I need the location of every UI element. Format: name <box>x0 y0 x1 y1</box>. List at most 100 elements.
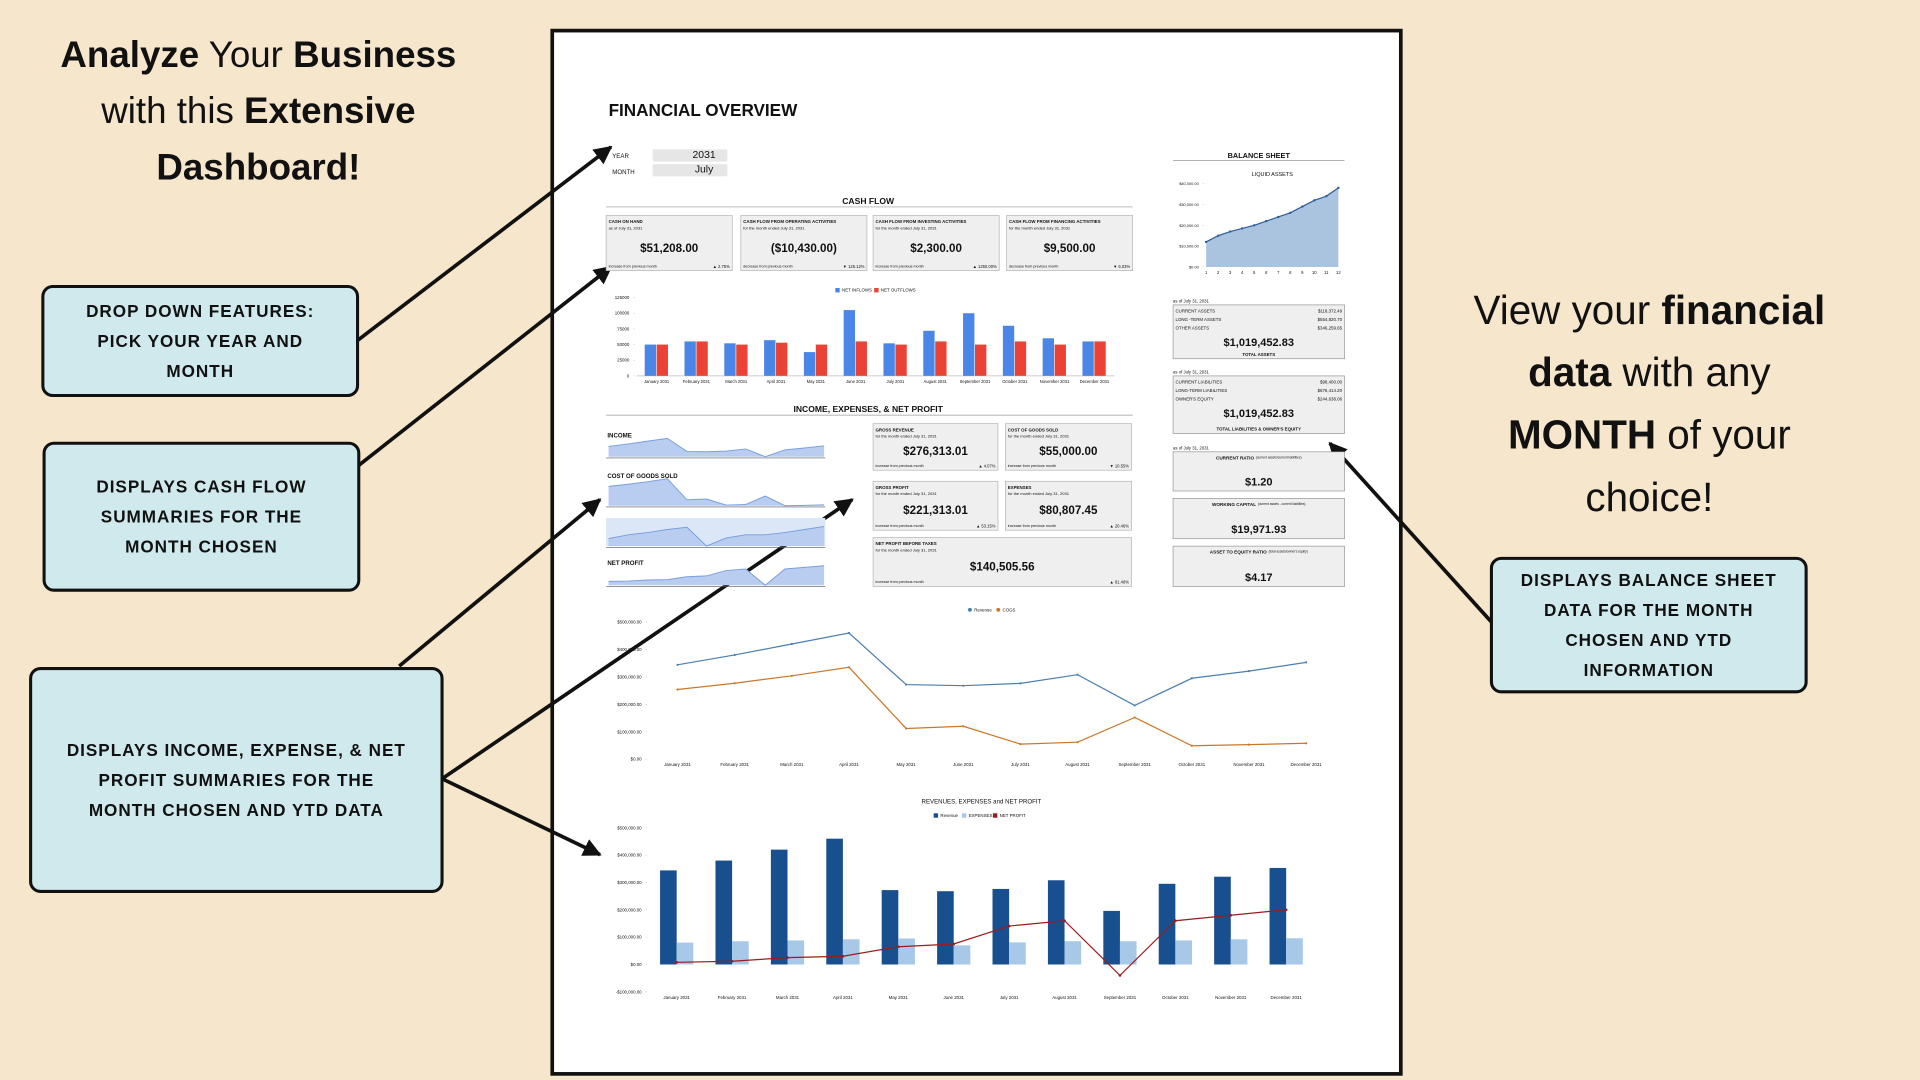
x-tick-label: 4 <box>1241 270 1244 275</box>
x-tick-label: March 2031 <box>780 762 804 767</box>
data-point <box>841 954 845 958</box>
balance-total: $1,019,452.83 <box>1224 337 1294 349</box>
bar <box>1119 941 1137 965</box>
y-tick-label: 0 <box>627 373 630 378</box>
headline-segment: View your <box>1474 287 1662 333</box>
x-tick-label: November 2031 <box>1040 379 1070 384</box>
y-tick-label: $200,000.00 <box>617 702 642 707</box>
arrow <box>398 498 602 668</box>
callout-text: DROP DOWN FEATURES: <box>86 301 314 321</box>
ratio-note: (current assets - current liabilities) <box>1258 502 1306 506</box>
section-heading: INCOME, EXPENSES, & NET PROFIT <box>793 404 943 414</box>
bar <box>696 341 708 376</box>
x-tick-label: July 2031 <box>1011 762 1030 767</box>
as-of-date: as of July 31, 2031 <box>1173 299 1209 304</box>
callout-text: MONTH <box>166 361 234 381</box>
data-point <box>847 631 851 635</box>
balance-label: LONG -TERM ASSETS <box>1176 317 1222 322</box>
data-point <box>675 960 679 964</box>
data-point <box>896 945 900 949</box>
bar <box>732 941 749 965</box>
x-tick-label: January 2031 <box>644 379 670 384</box>
x-tick-label: March 2031 <box>725 379 748 384</box>
filter-value[interactable]: 2031 <box>693 150 716 161</box>
x-tick-label: April 2031 <box>833 995 853 1000</box>
data-point <box>847 666 851 669</box>
x-tick-label: January 2031 <box>664 762 691 767</box>
x-tick-label: July 2031 <box>887 379 905 384</box>
legend-swatch <box>996 607 1001 612</box>
x-tick-label: 5 <box>1253 270 1256 275</box>
bar <box>1214 876 1231 965</box>
y-tick-label: $400,000.00 <box>617 647 642 652</box>
bar <box>923 330 935 376</box>
card-value: $140,505.56 <box>970 560 1035 573</box>
bar <box>1230 939 1248 965</box>
balance-label: CURRENT ASSETS <box>1176 309 1216 314</box>
data-point <box>1229 913 1233 917</box>
data-point <box>1301 205 1304 208</box>
data-point <box>1118 974 1122 977</box>
data-point <box>1284 908 1288 912</box>
y-tick-label: 75000 <box>617 326 630 331</box>
bar <box>881 890 899 965</box>
data-point <box>676 663 679 666</box>
bar <box>1103 910 1120 965</box>
card-change: ▲ 61.48% <box>1110 580 1130 585</box>
ratio-box <box>1172 545 1345 587</box>
ratio-title: ASSET TO EQUITY RATIO (total assets/owner… <box>1210 549 1308 554</box>
bar <box>1002 325 1015 376</box>
filter-dropdown <box>652 149 728 162</box>
bar <box>676 942 694 965</box>
filter-value[interactable]: July <box>695 165 714 176</box>
card-value: $55,000.00 <box>1039 445 1097 458</box>
callout-box <box>42 441 361 592</box>
bar <box>656 344 668 376</box>
data-point <box>1325 194 1328 198</box>
bar <box>963 313 975 376</box>
headline-segment: financial <box>1661 287 1825 333</box>
card-change: ▼ 125.12% <box>843 264 865 269</box>
x-tick-label: May 2031 <box>889 995 909 1000</box>
arrow <box>441 777 602 857</box>
bar <box>1094 341 1106 376</box>
balance-box <box>1172 304 1345 360</box>
x-tick-label: December 2031 <box>1080 379 1110 384</box>
bar <box>992 888 1010 965</box>
y-tick-label: $0.00 <box>631 962 643 967</box>
callout-box <box>29 667 444 893</box>
bar <box>1009 942 1026 965</box>
card-title: GROSS PROFIT <box>876 485 909 490</box>
sparkline <box>608 565 825 586</box>
data-point <box>962 684 965 687</box>
headline-segment: choice! <box>1585 474 1713 520</box>
y-tick-label: 100000 <box>615 311 630 316</box>
card-note: decrease from previous month <box>1009 264 1058 268</box>
x-tick-label: November 2031 <box>1233 762 1265 767</box>
headline-segment: of your <box>1656 412 1791 458</box>
card-value: $9,500.00 <box>1044 242 1096 255</box>
callout-text: MONTH CHOSEN <box>125 537 278 557</box>
y-tick-label: $100,000.00 <box>617 935 642 940</box>
x-tick-label: September 2031 <box>1118 762 1151 767</box>
legend-label: NET INFLOWS <box>842 288 872 293</box>
y-tick-label: 25000 <box>617 358 630 363</box>
x-tick-label: 8 <box>1289 270 1292 275</box>
card-title: EXPENSES <box>1008 485 1032 490</box>
bar <box>1064 941 1082 965</box>
sparkline <box>608 437 825 458</box>
callout-text: PROFIT SUMMARIES FOR THE <box>99 770 375 790</box>
line <box>677 632 1307 707</box>
x-tick-label: 6 <box>1265 270 1268 275</box>
balance-label: LONG-TERM LIABILITIES <box>1176 388 1228 393</box>
bar <box>803 352 816 376</box>
card-title: CASH FLOW FROM FINANCING ACTIVITIES <box>1009 219 1101 224</box>
data-point <box>905 727 908 730</box>
x-tick-label: 3 <box>1229 270 1232 275</box>
card-value: $2,300.00 <box>910 242 962 255</box>
bar <box>764 340 776 376</box>
x-tick-label: August 2031 <box>924 379 948 384</box>
card-subtitle: for the month ended July 31, 2031 <box>1008 491 1070 496</box>
callout-box <box>1489 556 1808 694</box>
data-point <box>1252 224 1256 227</box>
